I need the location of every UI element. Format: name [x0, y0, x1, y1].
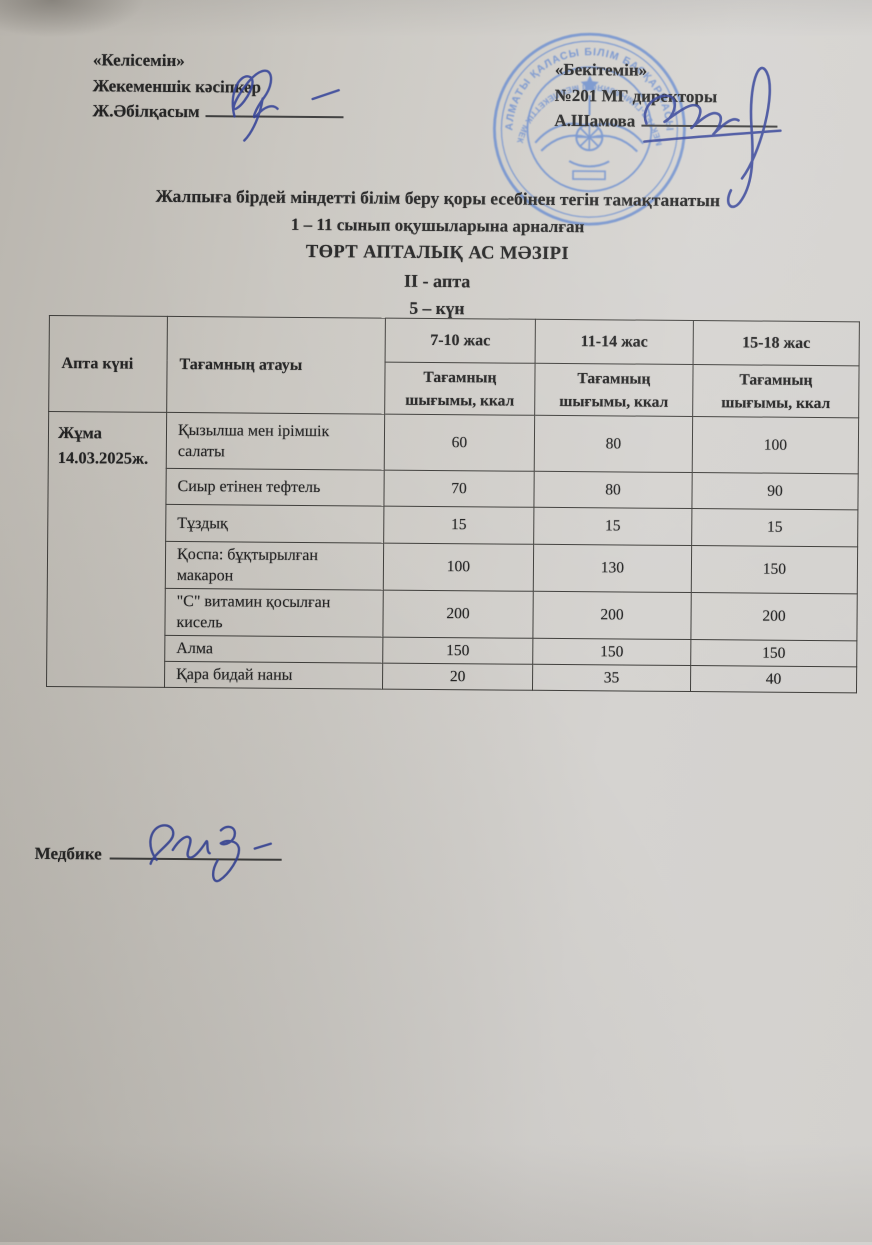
title-line-3: ТӨРТ АПТАЛЫҚ АС МӘЗІРІ [305, 241, 570, 265]
kcal-cell: 200 [382, 590, 534, 639]
official-stamp: АЛМАТЫ ҚАЛАСЫ БІЛІМ БАСҚАРМАСЫ №201 МЕКТ… [489, 28, 686, 226]
col-header-age-7-10: 7-10 жас [385, 318, 536, 364]
kcal-cell: 35 [532, 664, 691, 692]
sub-header-kcal-1: Тағамның шығымы, ккал [384, 362, 536, 416]
kcal-cell: 70 [383, 470, 535, 508]
kcal-cell: 80 [533, 471, 693, 509]
kcal-cell: 20 [382, 663, 533, 691]
col-header-age-11-14: 11-14 жас [535, 319, 694, 365]
kcal-cell: 150 [690, 639, 857, 667]
table-row: Жұма 14.03.2025ж. Қызылша мен ірімшік са… [46, 411, 859, 688]
sub-header-kcal-3: Тағамның шығымы, ккал [692, 364, 860, 418]
dish-name-cell: Қара бидай наны [164, 661, 383, 690]
kcal-cell: 200 [532, 591, 692, 640]
kcal-cell: 200 [690, 592, 858, 641]
col-header-dish: Тағамның атауы [166, 316, 386, 415]
signature-nurse [149, 824, 272, 883]
dish-name-cell: Қызылша мен ірімшік салаты [166, 412, 385, 471]
col-header-day: Апта күні [48, 315, 168, 413]
dish-name-cell: Тұздық [165, 504, 384, 544]
col-header-age-15-18: 15-18 жас [693, 320, 860, 366]
kcal-cell: 60 [384, 414, 535, 472]
kcal-cell: 150 [532, 638, 691, 666]
kazakhstan-emblem-icon [534, 75, 645, 181]
table-row: "С" витамин қосылған кисель 200 200 200 [47, 587, 858, 641]
kcal-cell: 150 [691, 545, 858, 594]
table-row: Тұздық 15 15 15 [48, 503, 858, 547]
table-row: Қара бидай наны 20 35 40 [47, 660, 857, 693]
kcal-cell: 90 [691, 472, 859, 510]
signature-left [231, 69, 340, 142]
kcal-cell: 130 [533, 544, 692, 593]
signature-right [643, 66, 782, 208]
day-cell: Жұма 14.03.2025ж. [46, 411, 167, 688]
title-week: II - апта [404, 270, 471, 292]
kcal-cell: 15 [533, 507, 692, 546]
header-row-age: Апта күні Тағамның атауы 7-10 жас 11-14 … [48, 315, 860, 415]
kcal-cell: 100 [692, 416, 859, 474]
nurse-label: Медбике [34, 843, 102, 864]
menu-table: Апта күні Тағамның атауы 7-10 жас 11-14 … [46, 315, 860, 693]
dish-name-cell: Алма [164, 635, 383, 664]
kcal-cell: 40 [690, 665, 857, 693]
kcal-cell: 150 [382, 637, 533, 665]
dish-name-cell: Сиыр етінен тефтель [165, 468, 385, 507]
sub-header-kcal-2: Тағамның шығымы, ккал [534, 363, 694, 417]
table-row: Қоспа: бұқтырылған макарон 100 130 150 [47, 540, 858, 594]
dish-name-cell: Қоспа: бұқтырылған макарон [165, 541, 384, 591]
kcal-cell: 15 [383, 506, 534, 545]
kcal-cell: 15 [691, 508, 858, 547]
kcal-cell: 80 [534, 415, 693, 473]
kcal-cell: 100 [383, 543, 534, 592]
dish-name-cell: "С" витамин қосылған кисель [164, 588, 384, 638]
